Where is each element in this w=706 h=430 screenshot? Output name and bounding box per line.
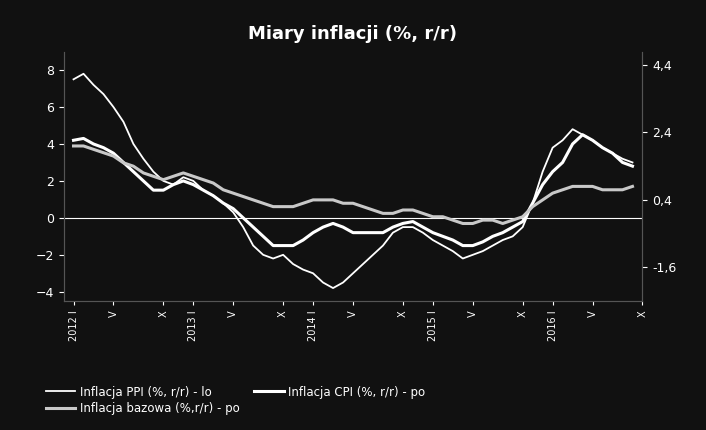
- Text: Miary inflacji (%, r/r): Miary inflacji (%, r/r): [249, 25, 457, 43]
- Legend: Inflacja PPI (%, r/r) - lo, Inflacja bazowa (%,r/r) - po, Inflacja CPI (%, r/r) : Inflacja PPI (%, r/r) - lo, Inflacja baz…: [41, 381, 430, 420]
